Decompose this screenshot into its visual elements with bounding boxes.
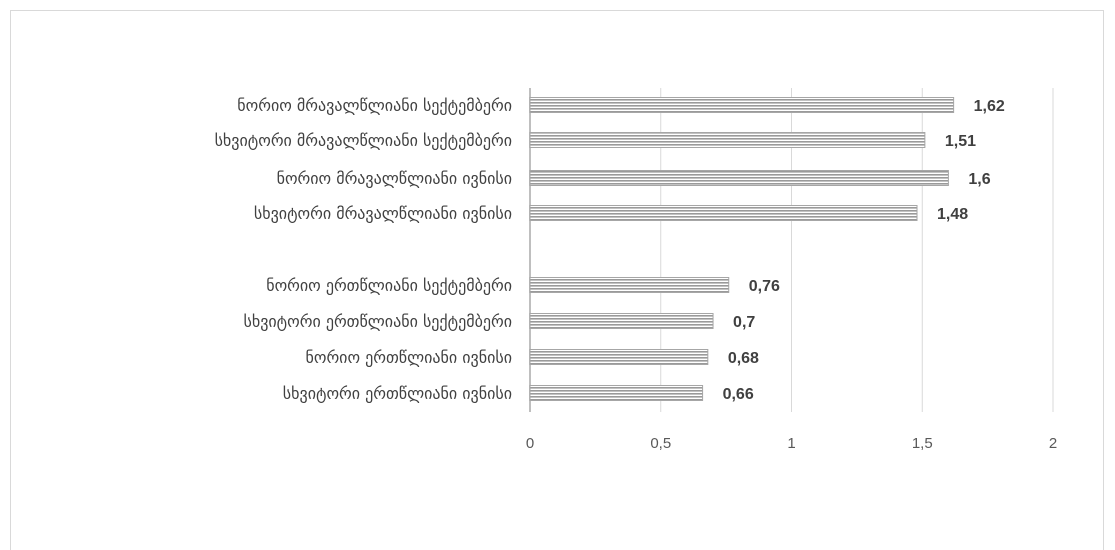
data-label: 1,6 bbox=[968, 171, 990, 188]
data-label: 0,66 bbox=[723, 386, 754, 403]
category-label: სხვიტორი ერთწლიანი ივნისი bbox=[283, 384, 512, 403]
category-label: ნორიო ერთწლიანი სექტემბერი bbox=[266, 276, 512, 295]
category-label: სხვიტორი მრავალწლიანი სექტემბერი bbox=[215, 131, 512, 150]
bar bbox=[529, 349, 709, 365]
bar bbox=[529, 170, 949, 186]
x-tick-label: 0 bbox=[526, 435, 534, 452]
category-label: ნორიო მრავალწლიანი სექტემბერი bbox=[237, 96, 512, 115]
bar bbox=[529, 205, 918, 221]
data-label: 1,62 bbox=[974, 98, 1005, 115]
data-label: 1,48 bbox=[937, 206, 968, 223]
category-label: ნორიო მრავალწლიანი ივნისი bbox=[277, 169, 512, 188]
category-label: სხვიტორი ერთწლიანი სექტემბერი bbox=[243, 312, 512, 331]
bar bbox=[529, 277, 730, 293]
bar bbox=[529, 97, 955, 113]
x-tick-label: 0,5 bbox=[650, 435, 671, 452]
x-tick-label: 1 bbox=[787, 435, 795, 452]
data-label: 0,76 bbox=[749, 278, 780, 295]
bar bbox=[529, 132, 926, 148]
x-tick-label: 2 bbox=[1049, 435, 1057, 452]
x-tick-label: 1,5 bbox=[912, 435, 933, 452]
category-label: ნორიო ერთწლიანი ივნისი bbox=[306, 348, 513, 367]
data-label: 0,7 bbox=[733, 314, 755, 331]
data-label: 1,51 bbox=[945, 133, 976, 150]
data-label: 0,68 bbox=[728, 350, 759, 367]
chart-area bbox=[10, 10, 1104, 550]
category-label: სხვიტორი მრავალწლიანი ივნისი bbox=[254, 204, 512, 223]
bar bbox=[529, 313, 714, 329]
bar bbox=[529, 385, 704, 401]
